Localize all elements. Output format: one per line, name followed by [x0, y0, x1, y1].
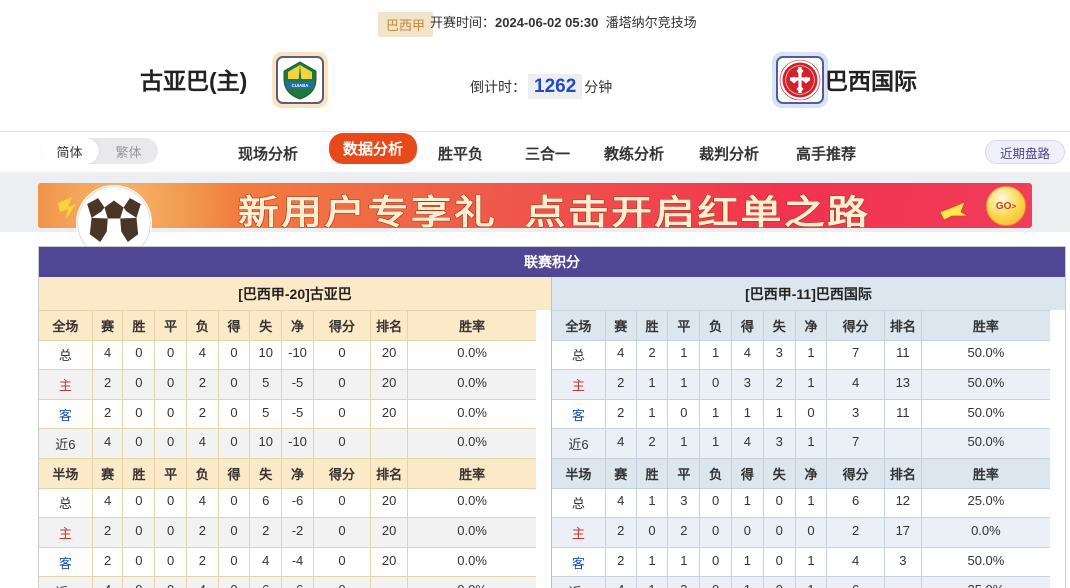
svg-text:CUIABA: CUIABA	[292, 83, 309, 88]
